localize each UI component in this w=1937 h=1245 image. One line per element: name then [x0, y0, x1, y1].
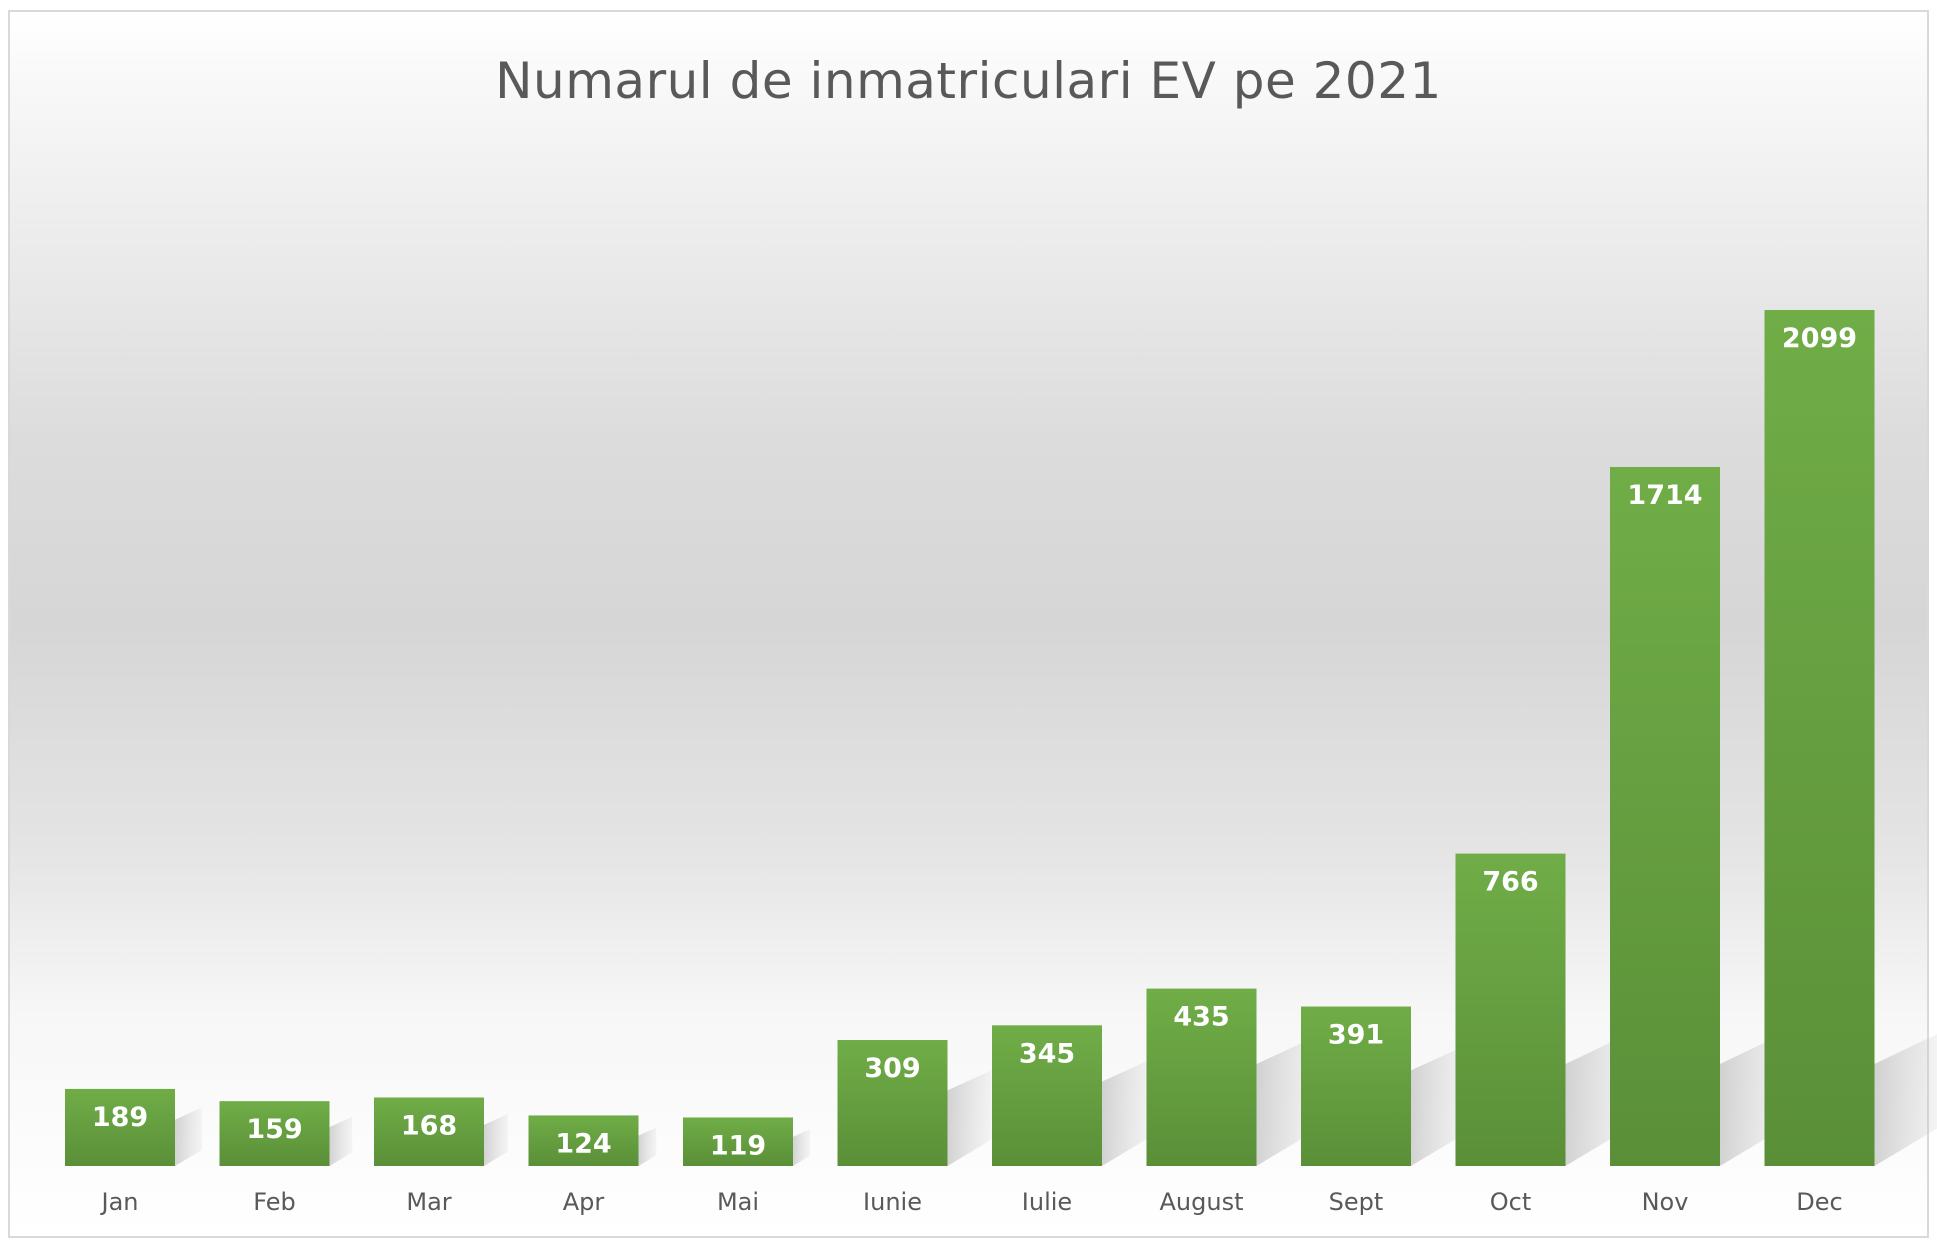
- bar-shadow: [329, 1116, 353, 1166]
- data-label-feb: 159: [246, 1114, 302, 1145]
- bar-shadow: [484, 1113, 508, 1166]
- bar-shadow: [1411, 1044, 1467, 1166]
- x-tick-label-apr: Apr: [563, 1188, 605, 1216]
- data-label-jan: 189: [92, 1102, 148, 1133]
- x-tick-label-mar: Mar: [406, 1188, 451, 1216]
- bar-iulie: [992, 1025, 1102, 1166]
- bar-august: [1146, 988, 1257, 1166]
- x-tick-label-iunie: Iunie: [863, 1188, 922, 1216]
- bar-nov: [1610, 467, 1720, 1167]
- x-tick-label-iulie: Iulie: [1022, 1188, 1072, 1216]
- data-label-dec: 2099: [1782, 323, 1857, 354]
- x-tick-label-august: August: [1160, 1188, 1244, 1216]
- bar-apr: [528, 1115, 639, 1166]
- data-label-sept: 391: [1328, 1020, 1384, 1051]
- data-label-iulie: 345: [1019, 1038, 1075, 1069]
- x-tick-label-jan: Jan: [100, 1188, 139, 1216]
- bar-shadow: [793, 1129, 810, 1166]
- x-tick-label-dec: Dec: [1796, 1188, 1842, 1216]
- bar-shadow: [638, 1127, 657, 1166]
- data-labels-group: 189 159 168 124 119 309 345 435 391 766 1714 2099: [92, 323, 1857, 1161]
- bar-shadow: [1102, 1059, 1152, 1166]
- bars-group: [65, 310, 1875, 1167]
- x-tick-labels-group: Jan Feb Mar Apr Mai Iunie Iulie August Sept Oct No…: [100, 1188, 1843, 1216]
- bar-shadow: [175, 1107, 202, 1166]
- x-tick-label-mai: Mai: [717, 1188, 759, 1216]
- bar-mai: [683, 1117, 793, 1166]
- data-label-oct: 766: [1482, 867, 1538, 898]
- bar-iunie: [837, 1039, 948, 1166]
- bar-shadow: [947, 1070, 992, 1166]
- data-label-mar: 168: [401, 1110, 457, 1141]
- x-tick-label-oct: Oct: [1490, 1188, 1532, 1216]
- x-tick-label-nov: Nov: [1642, 1188, 1689, 1216]
- bar-mar: [374, 1097, 484, 1166]
- x-tick-label-feb: Feb: [253, 1188, 296, 1216]
- bar-oct: [1455, 853, 1566, 1166]
- bar-feb: [219, 1101, 330, 1166]
- bar-jan: [65, 1088, 175, 1166]
- chart-frame: Numarul de inmatriculari EV pe 2021: [8, 10, 1929, 1238]
- data-label-apr: 124: [555, 1128, 611, 1159]
- data-label-mai: 119: [710, 1130, 766, 1161]
- bar-sept: [1301, 1006, 1411, 1166]
- x-tick-label-sept: Sept: [1329, 1188, 1384, 1216]
- bar-shadow: [1874, 1034, 1937, 1166]
- data-label-iunie: 309: [864, 1053, 920, 1084]
- chart-title: Numarul de inmatriculari EV pe 2021: [495, 52, 1442, 110]
- bar-dec: [1764, 310, 1875, 1166]
- data-label-august: 435: [1173, 1002, 1229, 1033]
- data-label-nov: 1714: [1627, 480, 1702, 511]
